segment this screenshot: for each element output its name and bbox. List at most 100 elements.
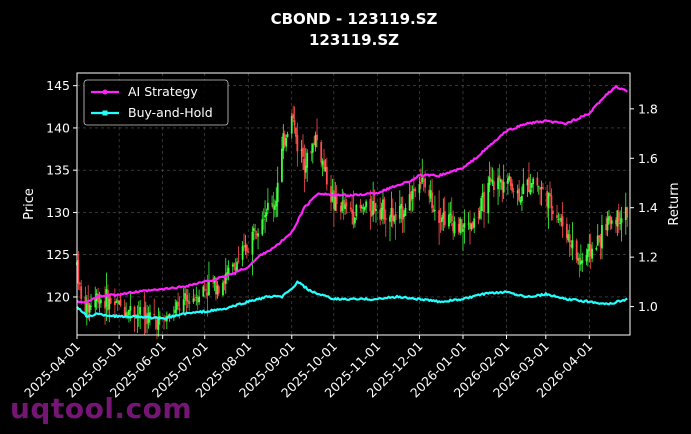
candle-body xyxy=(450,215,453,222)
candle-body xyxy=(491,180,494,184)
candle-body xyxy=(448,214,450,227)
candle-body xyxy=(146,312,149,325)
candle-body xyxy=(502,181,505,193)
candle-body xyxy=(157,317,160,330)
candle-body xyxy=(557,219,560,221)
candle-body xyxy=(143,306,146,318)
candle-body xyxy=(128,309,130,316)
candle-body xyxy=(551,210,554,215)
candle-body xyxy=(578,257,581,265)
candle-body xyxy=(276,182,279,202)
candle-body xyxy=(175,302,178,311)
candle-body xyxy=(255,233,258,235)
candle-body xyxy=(274,205,276,210)
candle-body xyxy=(192,298,195,303)
candle-body xyxy=(290,115,293,134)
candle-body xyxy=(296,135,299,152)
candle-body xyxy=(300,149,303,151)
candle-body xyxy=(410,191,412,201)
candle-body xyxy=(473,218,476,228)
candle-body xyxy=(295,127,297,137)
candle-body xyxy=(182,299,185,312)
candle-body xyxy=(286,133,289,137)
candle-body xyxy=(508,176,511,180)
y2-tick-label: 1.6 xyxy=(638,151,658,166)
candle-body xyxy=(314,134,317,147)
candle-body xyxy=(624,207,627,220)
candle-body xyxy=(539,187,542,190)
candle-body xyxy=(414,188,417,192)
candle-body xyxy=(598,235,601,238)
candle-body xyxy=(529,189,532,194)
candle-body xyxy=(591,248,594,259)
candle-body xyxy=(203,288,206,290)
candle-body xyxy=(224,273,227,284)
candle-body xyxy=(106,290,109,311)
candle-body xyxy=(547,192,550,209)
y2-tick-label: 1.0 xyxy=(638,299,658,314)
legend-label-bh: Buy-and-Hold xyxy=(128,105,213,120)
candle-body xyxy=(115,301,118,304)
candle-body xyxy=(245,244,248,252)
candle-body xyxy=(471,222,474,229)
y2-tick-label: 1.4 xyxy=(638,200,658,215)
candle-body xyxy=(516,190,519,194)
candle-body xyxy=(560,217,563,222)
candle-body xyxy=(137,315,140,317)
candle-body xyxy=(275,200,278,207)
candle-body xyxy=(565,223,568,239)
candle-body xyxy=(550,195,553,209)
candle-body xyxy=(316,134,318,141)
y-tick-label: 125 xyxy=(46,247,70,262)
candle-body xyxy=(285,137,288,147)
candle-body xyxy=(109,298,112,304)
candle-body xyxy=(185,295,188,301)
candle-body xyxy=(247,251,250,253)
candle-body xyxy=(411,190,414,199)
candle-body xyxy=(342,200,345,209)
candle-body xyxy=(105,289,108,307)
candle-body xyxy=(223,281,226,284)
candle-body xyxy=(532,178,535,185)
candle-body xyxy=(438,210,441,224)
candle-body xyxy=(431,192,433,209)
candle-body xyxy=(212,282,215,284)
candle-body xyxy=(97,293,99,303)
candle-body xyxy=(80,286,83,299)
candle-body xyxy=(596,235,599,246)
candle-body xyxy=(237,261,240,262)
candle-body xyxy=(467,223,470,225)
candle-body xyxy=(126,312,129,316)
candle-body xyxy=(501,180,504,191)
ai-strategy-line xyxy=(76,84,628,304)
candle-body xyxy=(344,204,346,210)
watermark: uqtool.com xyxy=(10,392,193,425)
candle-body xyxy=(570,244,572,247)
candle-body xyxy=(306,152,309,168)
candle-body xyxy=(265,212,268,216)
candle-body xyxy=(620,218,623,223)
candle-body xyxy=(512,191,515,192)
candle-body xyxy=(626,207,629,218)
candle-body xyxy=(408,194,411,211)
candle-body xyxy=(439,221,442,223)
candle-body xyxy=(272,204,275,209)
candle-body xyxy=(369,199,372,212)
candle-body xyxy=(477,216,480,218)
candle-body xyxy=(332,190,335,210)
legend-label-ai: AI Strategy xyxy=(128,84,198,99)
candle-body xyxy=(261,219,264,235)
candle-body xyxy=(292,114,295,119)
y2-tick-label: 1.8 xyxy=(638,101,658,116)
candle-body xyxy=(365,201,368,208)
candle-body xyxy=(135,317,137,319)
right-axis: 1.0 1.2 1.4 1.6 1.8 xyxy=(630,101,658,314)
candle-body xyxy=(404,207,407,216)
candle-body xyxy=(393,215,396,222)
chart-subtitle: 123119.SZ xyxy=(309,31,399,49)
candle-body xyxy=(202,286,205,297)
candle-body xyxy=(483,191,485,213)
candle-body xyxy=(352,211,355,225)
legend-box xyxy=(83,79,229,126)
candle-body xyxy=(262,219,265,220)
